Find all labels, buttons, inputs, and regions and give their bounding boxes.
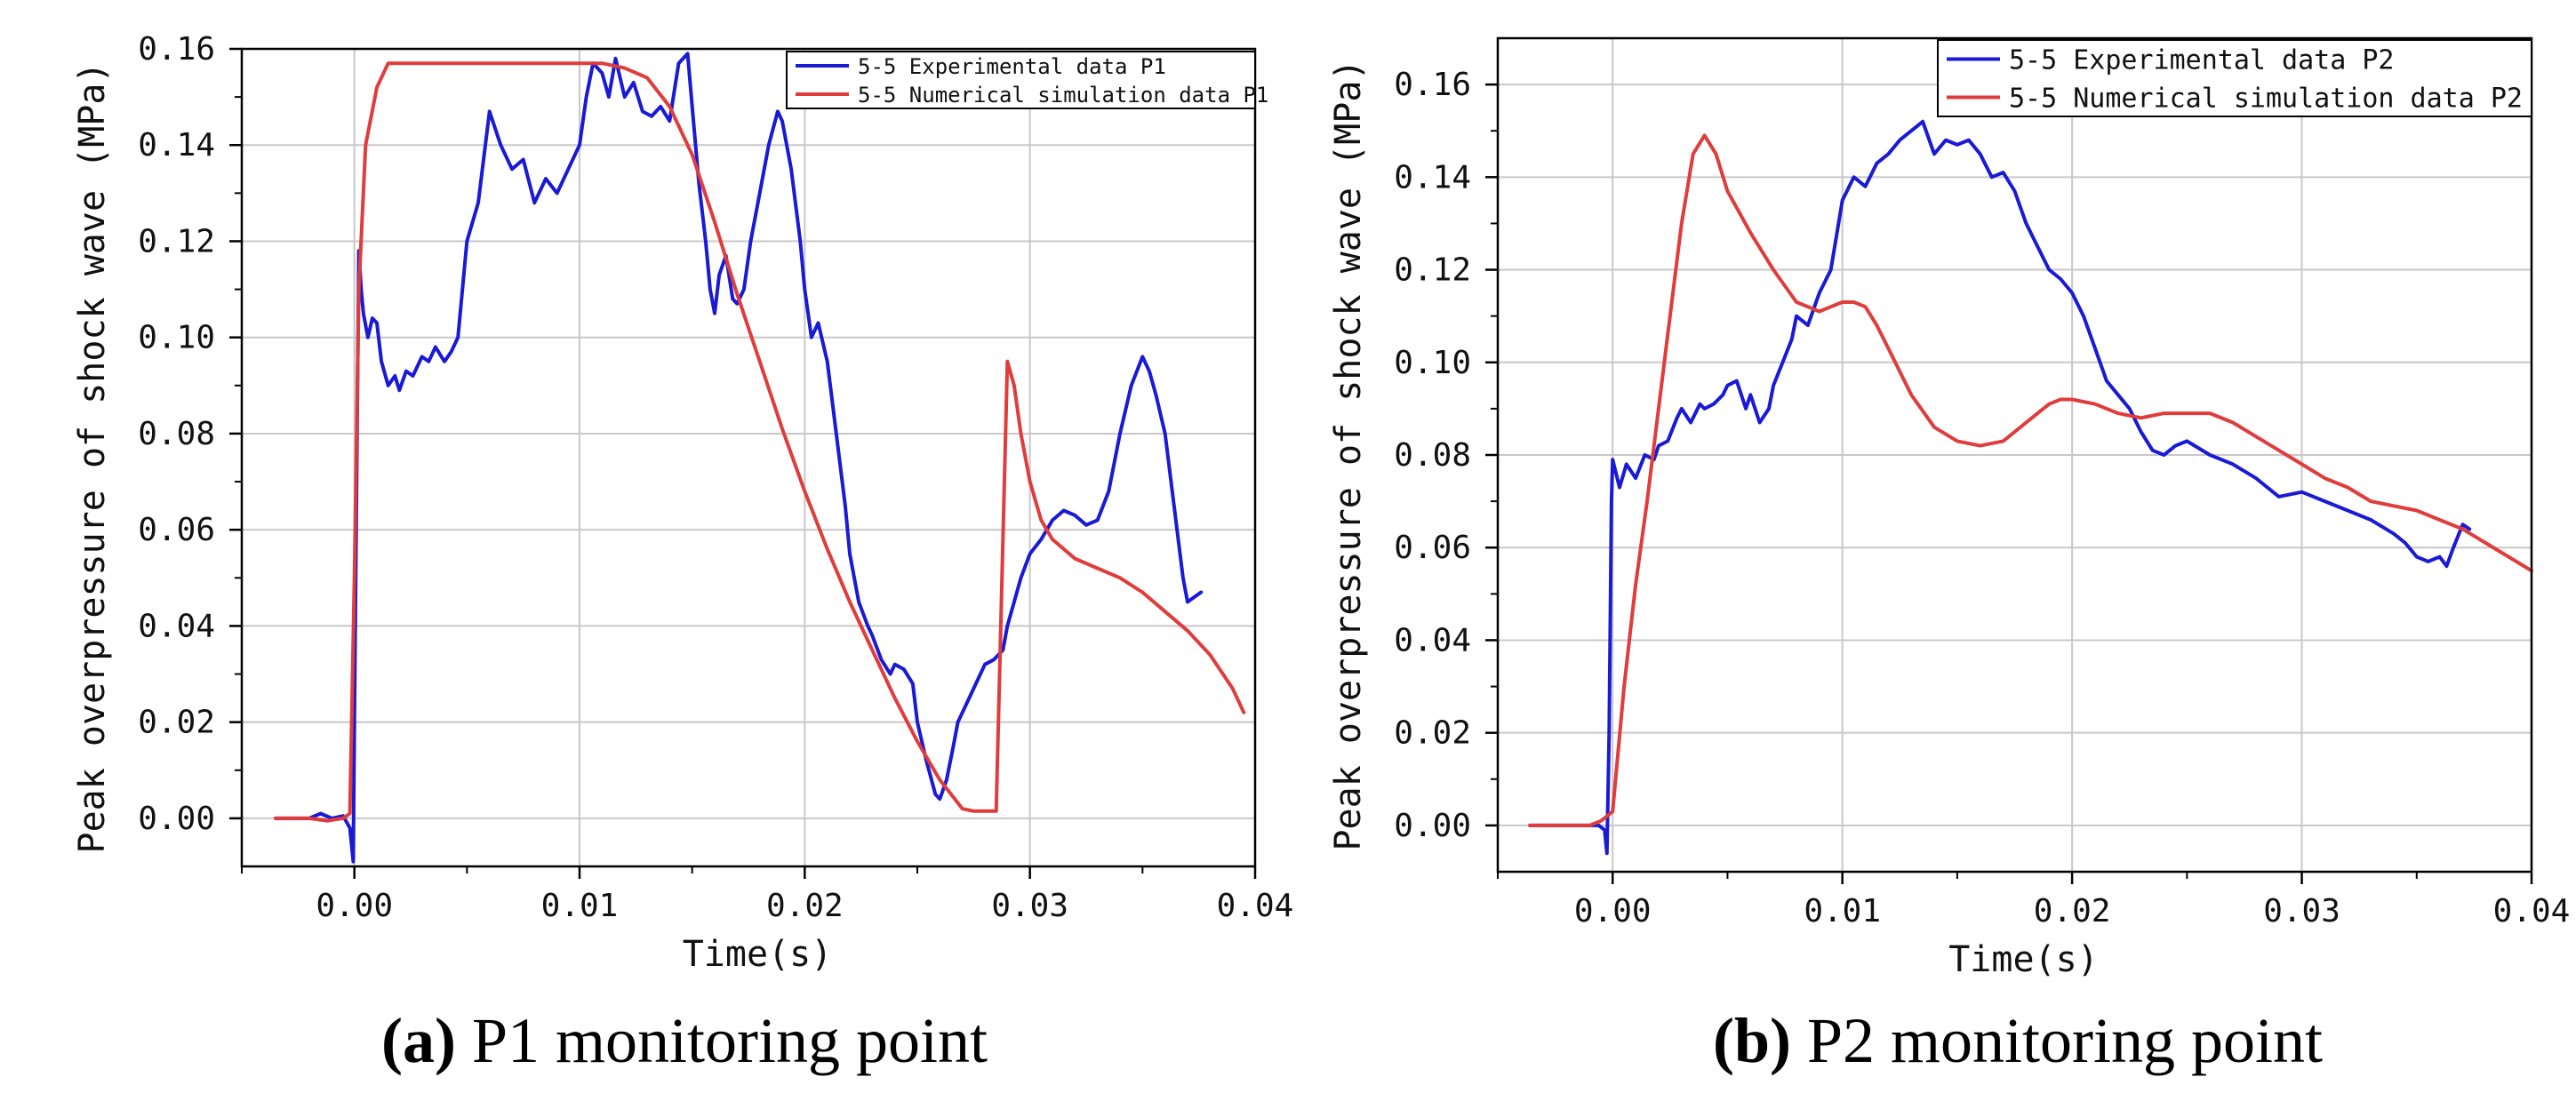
series-line-simulation [1528,133,2533,827]
x-tick-label: 0.00 [316,888,393,924]
panel-caption: (a) P1 monitoring point [381,1005,988,1076]
x-tick-label: 0.00 [1574,893,1652,929]
y-tick-label: 0.08 [138,416,215,452]
y-tick-label: 0.06 [138,512,215,548]
y-tick-label: 0.04 [138,608,215,644]
panel-caption: (b) P2 monitoring point [1713,1005,2323,1076]
y-tick-label: 0.10 [138,320,215,356]
x-tick-label: 0.01 [541,888,619,924]
caption-letter: a [403,1005,435,1076]
legend-box [786,51,1256,109]
y-tick-label: 0.00 [1394,808,1471,844]
series-line-experimental [274,52,1204,864]
series-line-simulation [274,61,1246,823]
series-line-experimental [1528,119,2472,856]
x-tick-label: 0.03 [991,888,1068,924]
axis-ticks: 0.00 0.01 0.02 0.03 0.04 0.00 0.02 0.04 0.06 0.08… [138,31,1293,924]
y-tick-label: 0.00 [138,801,215,837]
chart-panel-b: 0.00 0.01 0.02 0.03 0.04 0.00 0.02 0.04 0.06 0.08… [1328,36,2570,1076]
y-tick-label: 0.14 [1394,159,1471,195]
y-tick-label: 0.04 [1394,622,1471,658]
legend-entry: 5-5 Experimental data P1 [858,54,1166,79]
y-tick-label: 0.10 [1394,345,1471,381]
legend-entry: 5-5 Experimental data P2 [2009,45,2394,76]
x-axis-label: Time(s) [1948,939,2099,980]
y-tick-label: 0.14 [138,127,215,164]
x-tick-label: 0.04 [1217,888,1294,924]
x-tick-label: 0.04 [2493,893,2571,929]
x-tick-label: 0.02 [766,888,844,924]
axis-ticks: 0.00 0.01 0.02 0.03 0.04 0.00 0.02 0.04 0.06 0.08… [1394,67,2570,929]
y-tick-label: 0.12 [138,223,215,259]
y-axis-label: Peak overpressure of shock wave (MPa) [1328,59,1369,850]
legend-box [1937,39,2532,117]
x-tick-label: 0.01 [1804,893,1881,929]
x-axis-label: Time(s) [683,934,833,975]
legend: 5-5 Experimental data P1 5-5 Numerical si… [786,51,1268,109]
y-tick-label: 0.02 [1394,715,1471,752]
legend: 5-5 Experimental data P2 5-5 Numerical si… [1937,39,2532,117]
y-tick-label: 0.16 [1394,67,1471,103]
legend-entry: 5-5 Numerical simulation data P2 [2009,84,2523,115]
chart-panel-a: 0.00 0.01 0.02 0.03 0.04 0.00 0.02 0.04 0.06 0.08… [72,31,1293,1076]
y-tick-label: 0.02 [138,705,215,741]
y-tick-label: 0.08 [1394,437,1471,474]
x-tick-label: 0.03 [2263,893,2340,929]
series-lines [274,52,1246,864]
y-tick-label: 0.16 [138,31,215,68]
y-tick-label: 0.06 [1394,530,1471,566]
legend-entry: 5-5 Numerical simulation data P1 [858,83,1268,108]
caption-text: P2 monitoring point [1791,1005,2323,1076]
series-lines [1528,119,2533,856]
plot-frame [240,47,1257,868]
y-axis-label: Peak overpressure of shock wave (MPa) [72,61,113,853]
y-tick-label: 0.12 [1394,252,1471,289]
caption-text: P1 monitoring point [456,1005,988,1076]
x-tick-label: 0.02 [2034,893,2111,929]
caption-letter: b [1734,1005,1770,1076]
